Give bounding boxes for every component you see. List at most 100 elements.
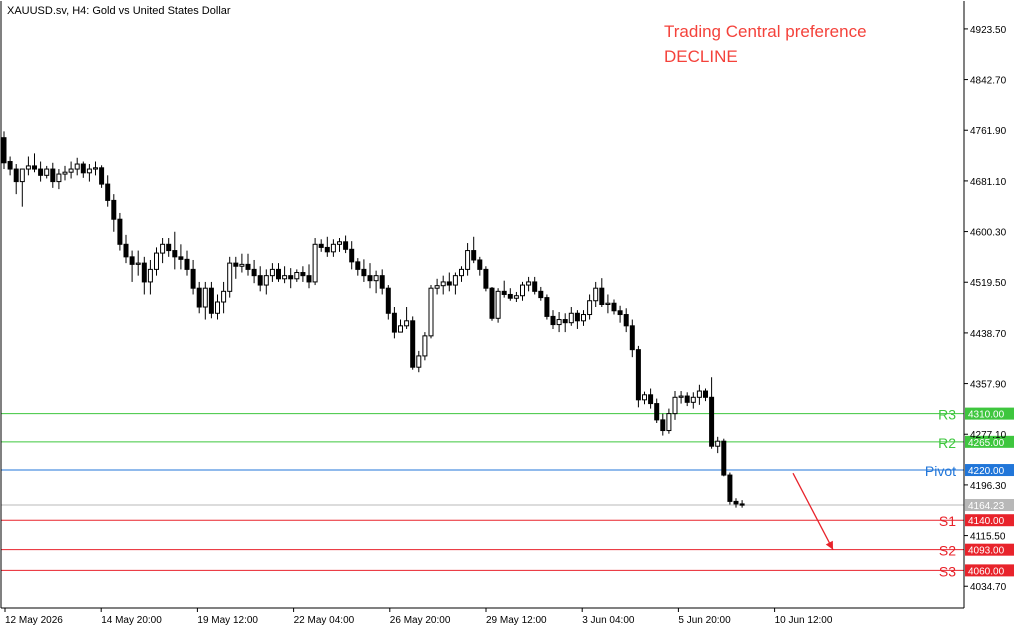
candle-body-bull [404, 320, 410, 327]
level-name-r2: R2 [938, 435, 956, 451]
candle [25, 156, 31, 176]
candle-body-bear [629, 325, 635, 351]
x-tick-label: 22 May 04:00 [294, 615, 355, 626]
x-tick-label: 29 May 12:00 [486, 615, 547, 626]
candle [385, 285, 391, 320]
candle-body-bear [324, 246, 330, 253]
candle [160, 238, 166, 264]
candle [184, 250, 190, 276]
y-tick-label: 4519.50 [970, 278, 1007, 289]
candle [672, 391, 678, 420]
candle-body-bull [25, 165, 31, 170]
candle [337, 238, 342, 252]
candle [1, 131, 7, 170]
candle-body-bull [587, 300, 593, 316]
candle [599, 278, 605, 308]
candle [93, 161, 98, 176]
level-name-s1: S1 [939, 513, 956, 529]
candle-body-bull [434, 285, 440, 289]
candle-body-bear [288, 275, 294, 280]
candle-body-bear [367, 275, 373, 282]
candle-body-bear [623, 314, 629, 327]
candle-body-bear [684, 395, 690, 403]
candle-body-bull [642, 394, 647, 401]
candle-body-bull [690, 396, 696, 403]
candle [739, 500, 745, 508]
candle [465, 243, 471, 276]
candle-body-bull [86, 168, 92, 174]
candle-body-bear [703, 390, 708, 398]
candle-body-bull [581, 314, 586, 322]
candle [221, 281, 227, 314]
current-price-label: 4164.23 [968, 501, 1005, 512]
candle [129, 250, 135, 282]
candle-body-bull [68, 168, 74, 173]
candle [215, 294, 220, 320]
candle-body-bear [721, 440, 727, 476]
candle-body-bull [422, 335, 428, 357]
candle [642, 391, 647, 405]
x-tick-label: 26 May 20:00 [390, 615, 451, 626]
level-price-label-r2: 4265.00 [968, 438, 1005, 449]
candle-body-bull [227, 262, 233, 292]
candle-body-bear [1, 137, 7, 164]
candle [56, 169, 62, 190]
candle [300, 266, 306, 282]
candle [38, 161, 44, 182]
candle-body-bear [532, 281, 538, 292]
candle [19, 168, 25, 207]
candle-body-bull [74, 163, 80, 170]
candle-body-bear [611, 302, 617, 312]
candle [562, 313, 568, 333]
candle [379, 269, 385, 295]
candle [343, 235, 349, 254]
candle-body-bull [160, 243, 166, 254]
candle [190, 259, 196, 295]
candle [166, 238, 172, 257]
current-price-tag [965, 499, 1014, 512]
candle-body-bull [465, 250, 471, 270]
candle [68, 161, 74, 179]
candle-body-bear [251, 268, 257, 277]
candle-body-bear [276, 268, 281, 280]
candle-body-bear [300, 272, 306, 277]
candle-body-bear [13, 168, 19, 183]
level-name-s2: S2 [939, 543, 956, 559]
candle-body-bear [391, 312, 397, 333]
candle [312, 238, 318, 286]
candle-body-bear [306, 275, 312, 283]
candle-body-bull [452, 275, 458, 286]
level-price-tag-s3 [965, 564, 1014, 577]
candle-body-bull [520, 284, 525, 297]
y-tick-label: 4277.10 [970, 430, 1007, 441]
candle [404, 307, 410, 329]
candle [227, 256, 233, 298]
candle-body-bull [696, 390, 702, 398]
candle-body-bear [507, 293, 513, 299]
candle-body-bear [190, 268, 196, 289]
candle-body-bull [526, 281, 532, 286]
candle-body-bear [196, 287, 202, 308]
candle-body-bear [489, 287, 495, 319]
candle-body-bear [385, 287, 391, 314]
candle [709, 377, 715, 449]
candle [373, 270, 379, 294]
candle [568, 307, 574, 326]
candle [147, 259, 153, 295]
candle [135, 250, 141, 276]
candle-body-bear [562, 319, 568, 324]
candle-body-bear [99, 167, 105, 185]
candle [459, 266, 464, 282]
y-tick-label: 4842.70 [970, 76, 1007, 87]
y-tick-label: 4196.30 [970, 481, 1007, 492]
candle-body-bear [343, 241, 349, 250]
candle-body-bull [93, 167, 98, 170]
level-price-tag-pivot [965, 464, 1014, 477]
candle [367, 263, 373, 289]
candle [330, 239, 336, 257]
candle-body-bear [361, 268, 367, 277]
y-tick-label: 4438.70 [970, 329, 1007, 340]
candle-body-bear [550, 315, 556, 326]
